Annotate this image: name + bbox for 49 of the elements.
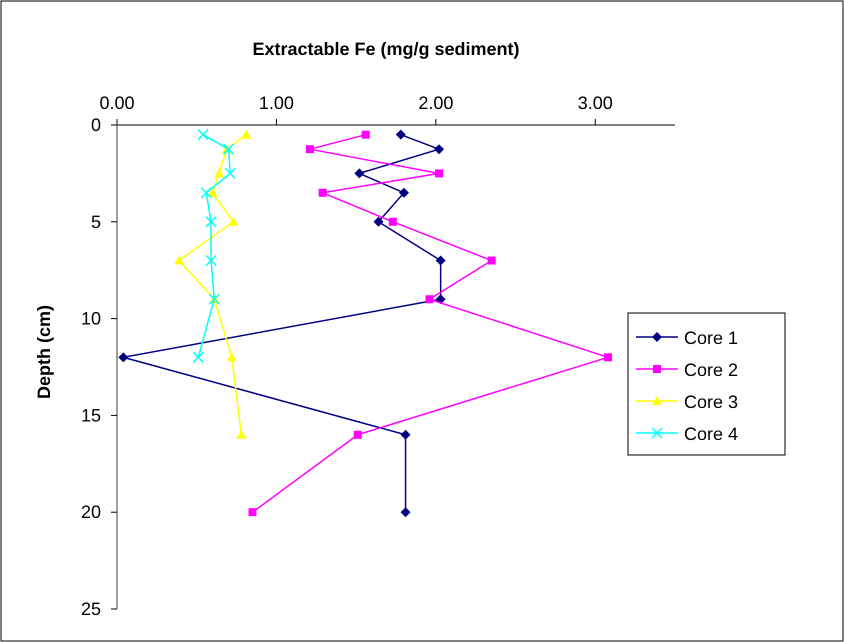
- point: [354, 168, 364, 178]
- point: [396, 130, 406, 140]
- point: [604, 353, 612, 362]
- x-tick-label: 3.00: [578, 93, 613, 113]
- x-tick-label: 2.00: [418, 93, 454, 113]
- point: [436, 256, 446, 266]
- point: [205, 216, 217, 228]
- point: [222, 143, 234, 155]
- point: [318, 188, 327, 197]
- legend-label: Core 4: [684, 424, 738, 444]
- point: [434, 144, 444, 154]
- point: [488, 256, 496, 265]
- point: [118, 352, 128, 362]
- point: [214, 168, 224, 178]
- point: [435, 169, 444, 178]
- y-tick-label: 0: [90, 115, 101, 135]
- point: [425, 295, 434, 304]
- point: [400, 507, 411, 518]
- legend-label: Core 1: [684, 328, 738, 348]
- point: [224, 168, 236, 180]
- point: [373, 216, 384, 227]
- y-tick-label: 10: [80, 308, 101, 329]
- y-axis-title: Depth (cm): [34, 304, 54, 399]
- point: [388, 218, 397, 226]
- y-tick-label: 25: [80, 599, 101, 619]
- point: [197, 128, 209, 140]
- point: [192, 352, 204, 364]
- point: [228, 216, 238, 226]
- point: [174, 256, 184, 265]
- x-tick-label: 1.00: [258, 93, 294, 113]
- x-axis-title: Extractable Fe (mg/g sediment): [252, 39, 520, 59]
- point: [400, 430, 411, 440]
- legend-label: Core 3: [684, 392, 738, 412]
- y-tick-label: 5: [90, 212, 101, 232]
- point: [226, 352, 237, 362]
- y-tick-label: 15: [80, 405, 101, 426]
- point: [236, 430, 246, 439]
- point: [436, 294, 446, 304]
- point: [248, 508, 257, 516]
- point: [205, 254, 217, 266]
- legend-label: Core 2: [684, 360, 738, 380]
- point: [200, 187, 212, 199]
- point: [354, 430, 362, 439]
- point: [398, 188, 409, 198]
- point: [362, 130, 370, 139]
- point: [306, 145, 314, 154]
- x-tick-label: 0.00: [99, 93, 135, 113]
- point: [241, 130, 252, 139]
- y-tick-label: 20: [80, 502, 101, 522]
